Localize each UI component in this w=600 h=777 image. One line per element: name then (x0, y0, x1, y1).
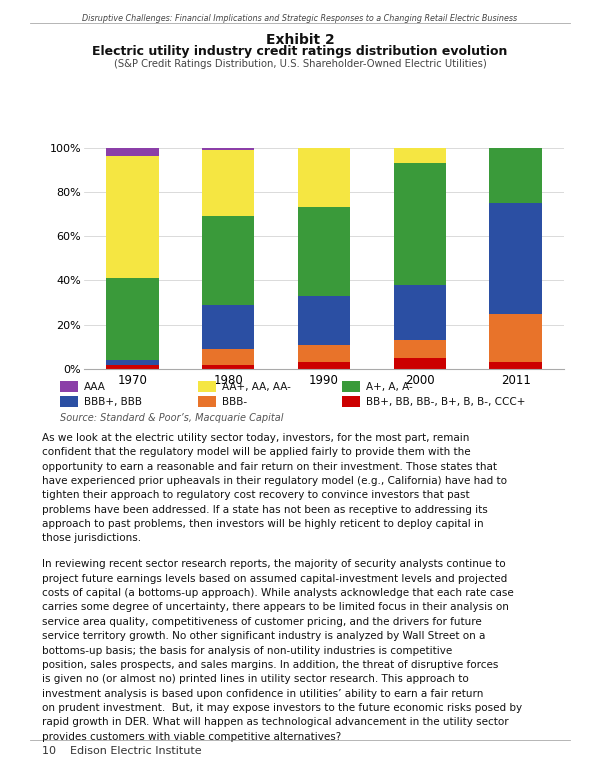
Bar (202, 305, 254, 349)
Bar (394, 148, 446, 163)
Text: project future earnings levels based on assumed capital-investment levels and pr: project future earnings levels based on … (42, 573, 507, 584)
Text: AAA: AAA (84, 382, 106, 392)
Bar (394, 163, 446, 285)
Bar (298, 148, 350, 207)
Bar (106, 278, 158, 361)
Text: those jurisdictions.: those jurisdictions. (42, 534, 141, 543)
Bar (202, 216, 254, 305)
Text: Source: Standard & Poor’s, Macquarie Capital: Source: Standard & Poor’s, Macquarie Cap… (60, 413, 284, 423)
Bar (490, 148, 542, 203)
Text: service territory growth. No other significant industry is analyzed by Wall Stre: service territory growth. No other signi… (42, 631, 485, 641)
Bar (394, 340, 446, 358)
Text: (S&P Credit Ratings Distribution, U.S. Shareholder-Owned Electric Utilities): (S&P Credit Ratings Distribution, U.S. S… (113, 59, 487, 69)
Text: As we look at the electric utility sector today, investors, for the most part, r: As we look at the electric utility secto… (42, 433, 469, 443)
Bar (202, 150, 254, 216)
Bar (490, 314, 542, 362)
Text: on prudent investment.  But, it may expose investors to the future economic risk: on prudent investment. But, it may expos… (42, 703, 522, 713)
Text: problems have been addressed. If a state has not been as receptive to addressing: problems have been addressed. If a state… (42, 505, 488, 514)
Bar (298, 345, 350, 362)
Text: rapid growth in DER. What will happen as technological advancement in the utilit: rapid growth in DER. What will happen as… (42, 717, 509, 727)
Text: 10    Edison Electric Institute: 10 Edison Electric Institute (42, 746, 202, 756)
Text: Electric utility industry credit ratings distribution evolution: Electric utility industry credit ratings… (92, 45, 508, 58)
Bar (490, 362, 542, 369)
Text: A+, A, A-: A+, A, A- (366, 382, 413, 392)
Text: bottoms-up basis; the basis for analysis of non-utility industries is competitiv: bottoms-up basis; the basis for analysis… (42, 646, 452, 656)
Text: BBB+, BBB: BBB+, BBB (84, 397, 142, 407)
Bar (394, 285, 446, 340)
Bar (106, 148, 158, 156)
Text: have experienced prior upheavals in their regulatory model (e.g., California) ha: have experienced prior upheavals in thei… (42, 476, 507, 486)
Text: In reviewing recent sector research reports, the majority of security analysts c: In reviewing recent sector research repo… (42, 559, 506, 570)
Text: confident that the regulatory model will be applied fairly to provide them with : confident that the regulatory model will… (42, 448, 470, 457)
Text: provides customers with viable competitive alternatives?: provides customers with viable competiti… (42, 732, 341, 742)
Text: is given no (or almost no) printed lines in utility sector research. This approa: is given no (or almost no) printed lines… (42, 674, 469, 685)
Text: position, sales prospects, and sales margins. In addition, the threat of disrupt: position, sales prospects, and sales mar… (42, 660, 499, 670)
Text: BBB-: BBB- (222, 397, 247, 407)
Bar (490, 203, 542, 314)
Text: tighten their approach to regulatory cost recovery to convince investors that pa: tighten their approach to regulatory cos… (42, 490, 470, 500)
Text: costs of capital (a bottoms-up approach). While analysts acknowledge that each r: costs of capital (a bottoms-up approach)… (42, 588, 514, 598)
Text: opportunity to earn a reasonable and fair return on their investment. Those stat: opportunity to earn a reasonable and fai… (42, 462, 497, 472)
Text: BB+, BB, BB-, B+, B, B-, CCC+: BB+, BB, BB-, B+, B, B-, CCC+ (366, 397, 526, 407)
Text: carries some degree of uncertainty, there appears to be limited focus in their a: carries some degree of uncertainty, ther… (42, 602, 509, 612)
Text: AA+, AA, AA-: AA+, AA, AA- (222, 382, 291, 392)
Bar (394, 358, 446, 369)
Text: Disruptive Challenges: Financial Implications and Strategic Responses to a Chang: Disruptive Challenges: Financial Implica… (82, 14, 518, 23)
Bar (106, 361, 158, 364)
Bar (202, 349, 254, 364)
Text: service area quality, competitiveness of customer pricing, and the drivers for f: service area quality, competitiveness of… (42, 617, 482, 627)
Bar (298, 207, 350, 296)
Bar (106, 156, 158, 278)
Text: approach to past problems, then investors will be highly reticent to deploy capi: approach to past problems, then investor… (42, 519, 484, 529)
Text: Exhibit 2: Exhibit 2 (266, 33, 334, 47)
Text: investment analysis is based upon confidence in utilities’ ability to earn a fai: investment analysis is based upon confid… (42, 688, 484, 699)
Bar (298, 362, 350, 369)
Bar (106, 364, 158, 369)
Bar (202, 148, 254, 150)
Bar (202, 364, 254, 369)
Bar (298, 296, 350, 345)
